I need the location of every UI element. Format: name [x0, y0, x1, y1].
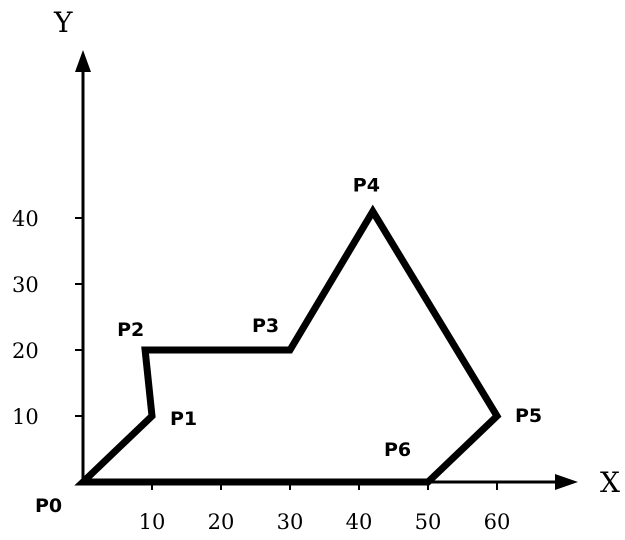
x-ticks: 10 20 30 40 50 60	[139, 482, 511, 534]
x-tick-label: 50	[415, 510, 442, 534]
x-tick-label: 10	[139, 510, 166, 534]
point-label-p5: P5	[515, 405, 542, 427]
y-tick-label: 10	[12, 405, 39, 429]
point-label-p6: P6	[384, 439, 411, 461]
point-label-p4: P4	[353, 174, 380, 196]
point-label-p1: P1	[170, 408, 197, 430]
polygon-outline	[74, 204, 502, 486]
y-tick-label: 40	[12, 207, 39, 231]
x-axis-title: X	[600, 466, 620, 499]
x-tick-label: 60	[484, 510, 511, 534]
point-label-p3: P3	[252, 315, 279, 337]
y-axis-arrow-icon	[75, 50, 91, 72]
x-tick-label: 30	[277, 510, 304, 534]
y-tick-label: 30	[12, 273, 39, 297]
y-axis-title: Y	[53, 6, 73, 39]
y-tick-label: 20	[12, 339, 39, 363]
x-tick-label: 40	[346, 510, 373, 534]
point-label-p2: P2	[117, 319, 144, 341]
point-label-p0: P0	[35, 495, 62, 517]
y-ticks: 10 20 30 40	[12, 207, 83, 429]
x-axis-arrow-icon	[555, 474, 578, 490]
point-labels: P0 P1 P2 P3 P4 P5 P6	[35, 174, 542, 517]
x-tick-label: 20	[208, 510, 235, 534]
